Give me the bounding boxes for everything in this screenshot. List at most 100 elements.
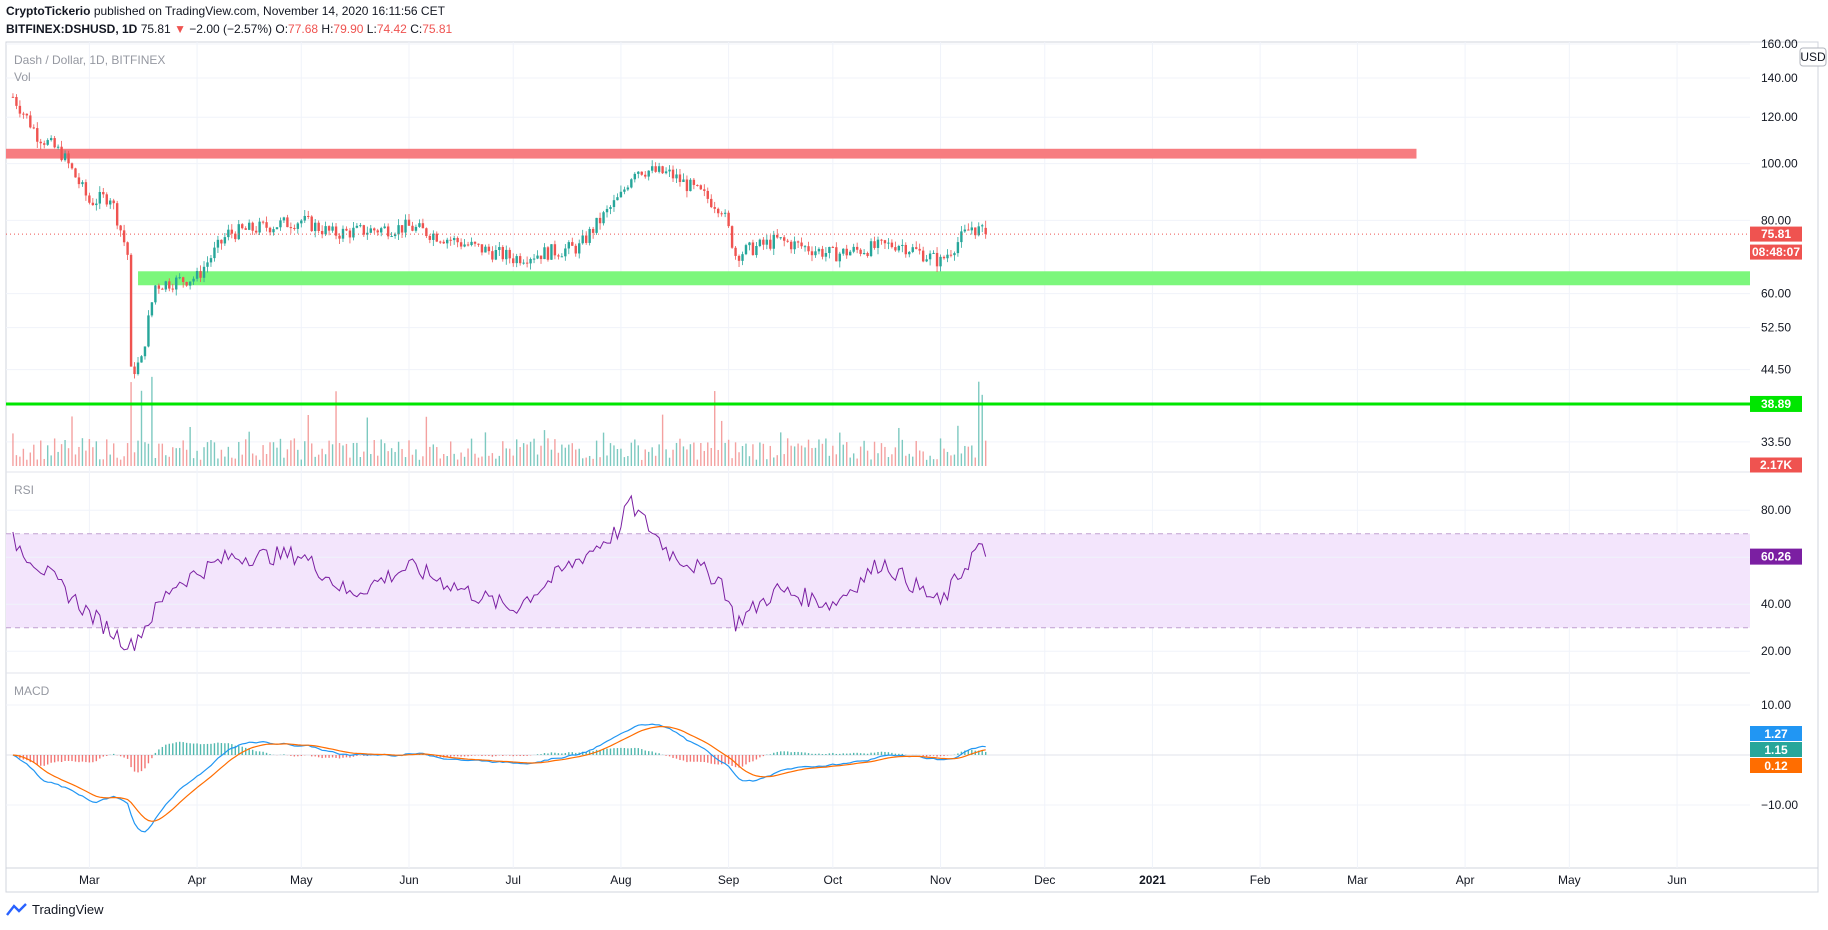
- author-name[interactable]: CryptoTickerio: [6, 4, 91, 18]
- volume-bar: [40, 440, 42, 466]
- volume-bar: [745, 443, 747, 466]
- rsi-badge: 60.26: [1761, 550, 1791, 564]
- macd-histogram-bar: [978, 750, 980, 755]
- candle-body: [296, 223, 300, 229]
- candle-body: [181, 277, 185, 283]
- volume-bar: [380, 439, 382, 466]
- candle-body: [664, 171, 668, 174]
- macd-histogram-bar: [648, 751, 650, 755]
- macd-histogram-bar: [168, 743, 170, 755]
- volume-bar: [418, 459, 421, 466]
- macd-histogram-bar: [356, 755, 358, 756]
- macd-histogram-bar: [179, 741, 181, 755]
- candle-body: [567, 242, 571, 249]
- macd-histogram-bar: [870, 752, 872, 755]
- macd-histogram-bar: [60, 755, 63, 763]
- candle-body: [671, 169, 675, 179]
- candle-body: [126, 242, 129, 255]
- low-label: L:: [366, 22, 377, 36]
- candle-body: [741, 254, 744, 261]
- candle-body: [373, 228, 376, 231]
- volume-bar: [203, 447, 205, 466]
- volume-bar: [262, 445, 264, 466]
- volume-bar: [818, 439, 820, 466]
- macd-histogram-bar: [165, 744, 167, 755]
- candle-body: [338, 235, 341, 239]
- candle-body: [859, 249, 862, 254]
- candle-body: [723, 212, 727, 214]
- volume-bar: [575, 449, 577, 466]
- volume-bar: [766, 459, 768, 466]
- candle-body: [918, 248, 921, 251]
- volume-bar: [856, 458, 858, 466]
- candle-body: [320, 231, 324, 235]
- macd-histogram-bar: [338, 755, 341, 759]
- volume-bar: [436, 447, 438, 466]
- macd-histogram-bar: [720, 755, 723, 765]
- volume-bar: [932, 459, 935, 466]
- candle-body: [300, 220, 303, 224]
- macd-histogram-bar: [634, 747, 636, 755]
- macd-histogram-bar: [901, 753, 904, 755]
- candle-body: [449, 239, 452, 241]
- price-tick-label: 140.00: [1761, 71, 1798, 85]
- volume-bar: [717, 449, 719, 466]
- macd-histogram-bar: [119, 755, 122, 757]
- volume-bar: [724, 442, 726, 466]
- volume-bar: [377, 455, 379, 466]
- volume-bar: [786, 438, 789, 466]
- macd-histogram-bar: [43, 755, 45, 766]
- candle-body: [376, 230, 379, 233]
- macd-histogram-bar: [773, 752, 775, 755]
- macd-histogram-bar: [786, 751, 789, 755]
- candle-body: [98, 191, 102, 204]
- volume-bar: [943, 448, 945, 466]
- candle-body: [362, 225, 366, 235]
- candle-body: [77, 177, 81, 185]
- macd-histogram-bar: [335, 755, 337, 758]
- candle-body: [439, 241, 442, 243]
- volume-bar: [411, 454, 414, 466]
- candle-body: [772, 234, 775, 249]
- volume-bar: [126, 443, 129, 466]
- macd-histogram-bar: [95, 755, 98, 762]
- candle-body: [911, 247, 914, 252]
- volume-bar: [196, 450, 198, 466]
- candle-body: [202, 266, 206, 278]
- volume-bar: [109, 454, 111, 466]
- candle-body: [81, 182, 84, 185]
- candle-body: [459, 242, 463, 247]
- macd-histogram-bar: [564, 752, 567, 755]
- candle-body: [518, 256, 522, 264]
- volume-bar: [780, 432, 782, 466]
- macd-histogram-bar: [50, 755, 52, 763]
- volume-bar: [602, 432, 605, 466]
- candle-body: [661, 166, 664, 174]
- candle-body: [303, 215, 306, 221]
- macd-histogram-bar: [192, 743, 195, 755]
- candle-body: [36, 128, 39, 142]
- volume-bar: [703, 450, 705, 466]
- macd-histogram-bar: [866, 753, 869, 755]
- price-tick-label: 80.00: [1761, 213, 1791, 227]
- candle-body: [720, 213, 723, 215]
- open-label: O:: [275, 22, 289, 36]
- rsi-label: RSI: [14, 483, 34, 497]
- candle-body: [845, 248, 848, 256]
- macd-histogram-bar: [797, 751, 799, 755]
- volume-bar: [536, 454, 539, 466]
- candle-body: [640, 171, 643, 175]
- volume-bar: [595, 440, 598, 466]
- candle-body: [272, 229, 275, 233]
- macd-histogram-bar: [220, 743, 223, 755]
- volume-bar: [648, 451, 650, 466]
- candle-body: [967, 229, 970, 231]
- candle-body: [571, 242, 574, 246]
- volume-bar: [314, 456, 316, 466]
- candle-body: [897, 245, 901, 251]
- macd-histogram-bar: [515, 755, 518, 756]
- candle-body: [223, 237, 227, 244]
- candle-body: [247, 222, 251, 230]
- macd-histogram-bar: [613, 748, 615, 755]
